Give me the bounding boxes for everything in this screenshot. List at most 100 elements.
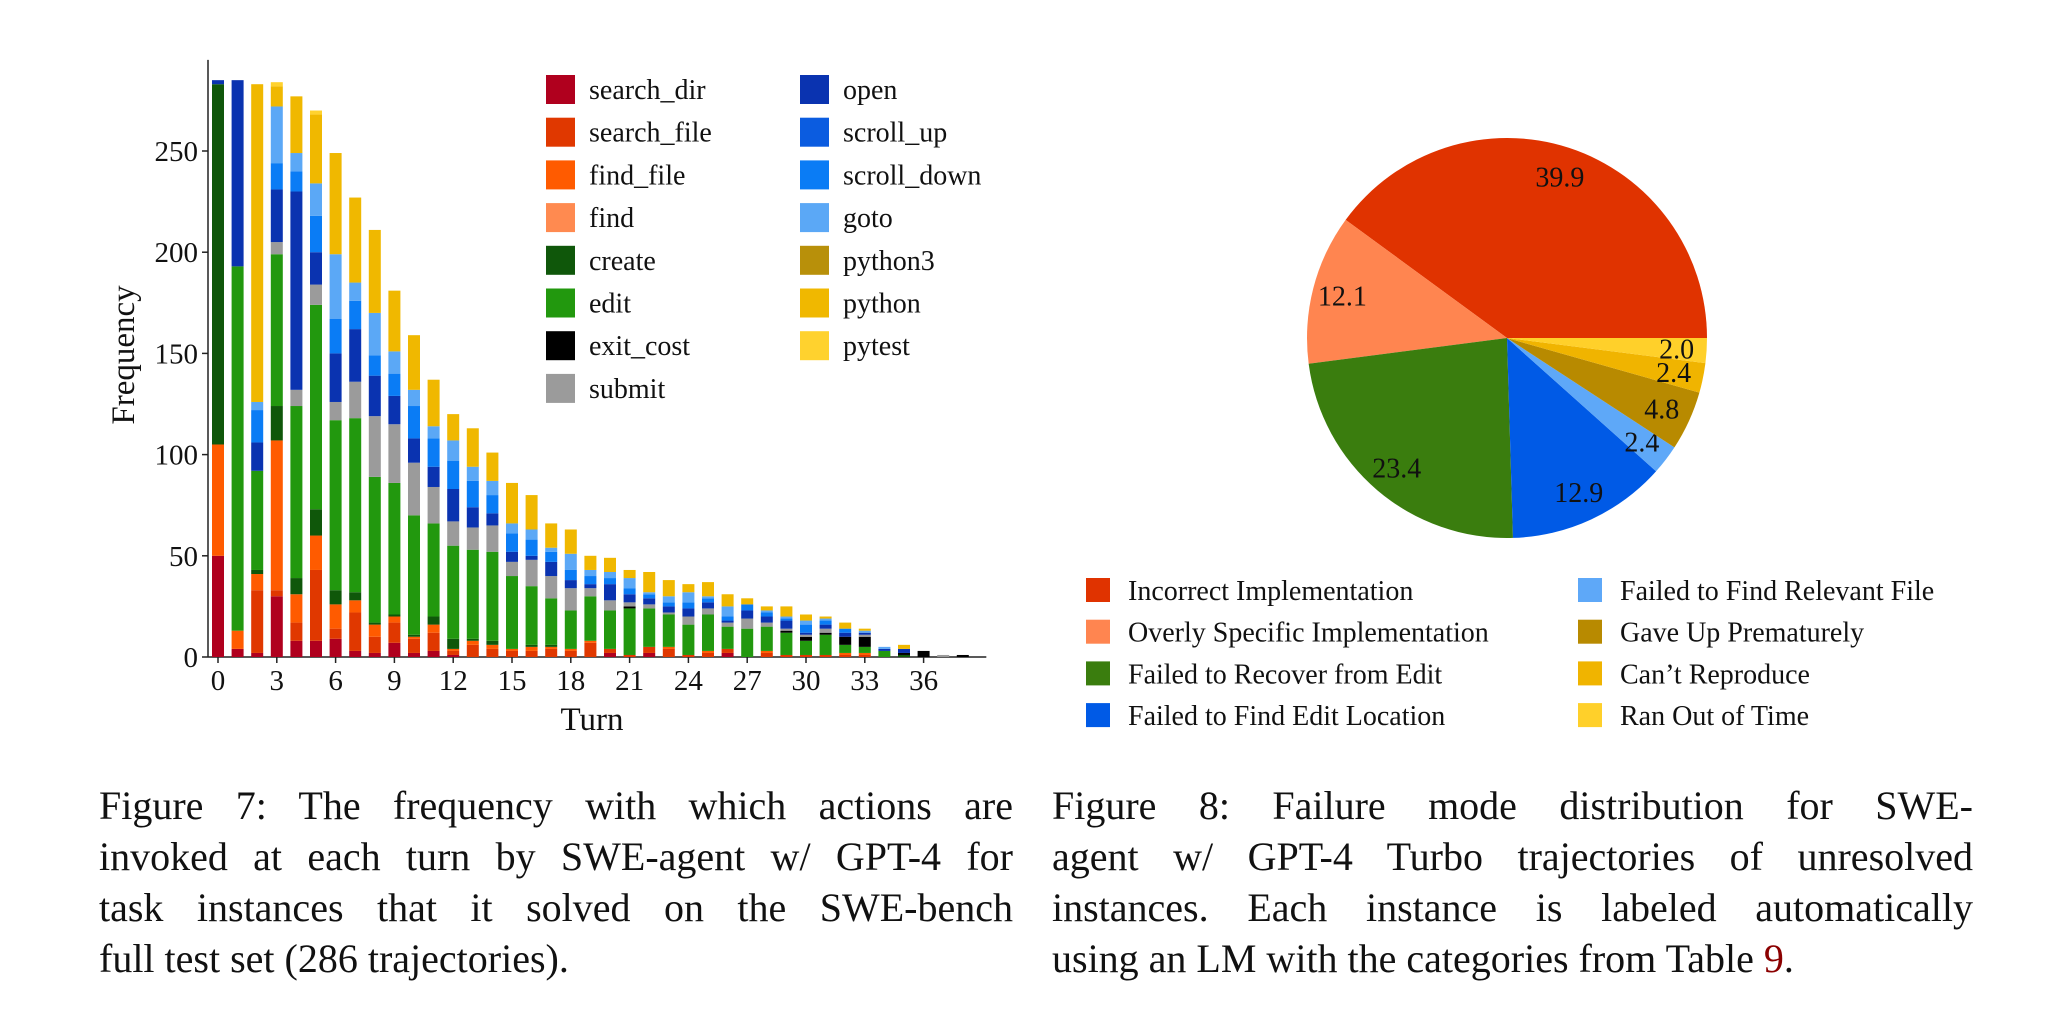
bar-segment-open: [310, 252, 322, 285]
bar-segment-python: [839, 622, 852, 629]
legend-swatch: [1578, 578, 1602, 602]
bar-segment-python: [506, 482, 518, 524]
bar-segment-open: [231, 80, 244, 267]
bar-segment-goto: [368, 312, 381, 356]
pie-slice: [1507, 338, 1700, 448]
bar-segment-python: [447, 414, 460, 441]
bar-segment-search-file: [368, 636, 381, 653]
legend-label: Failed to Find Relevant File: [1620, 576, 1934, 607]
bar-segment-create: [270, 406, 283, 441]
table-reference-link[interactable]: 9: [1763, 936, 1784, 981]
bar-segment-edit: [388, 482, 401, 615]
legend-swatch: [546, 373, 575, 403]
pie-slice: [1308, 338, 1513, 539]
bar-segment-search-file: [349, 612, 362, 651]
bar-segment-exit-cost: [858, 636, 871, 647]
bar-segment-search-dir: [721, 652, 734, 657]
legend-item: scroll_up: [800, 117, 947, 149]
bar-segment-search-dir: [388, 642, 401, 657]
bar-segment-submit: [780, 628, 793, 631]
bar-segment-edit: [506, 576, 518, 649]
bar-segment-goto: [329, 254, 342, 319]
pie-legend-item: Failed to Find Edit Location: [1086, 701, 1445, 732]
legend-item: goto: [800, 203, 893, 234]
pie-slice: [1507, 338, 1706, 393]
bar-segment-scroll-down: [604, 578, 616, 585]
legend-item: search_file: [546, 117, 712, 149]
bar-segment-exit-cost: [800, 636, 812, 641]
y-tick-label: 0: [184, 642, 199, 674]
y-tick-label: 100: [155, 440, 199, 472]
pie-legend-item: Can’t Reproduce: [1578, 659, 1810, 690]
bar-segment-open: [604, 584, 616, 601]
pie-slice-label: 12.1: [1318, 282, 1367, 313]
legend-label: find: [589, 203, 634, 234]
bar-segment-open: [800, 632, 812, 635]
bar-segment-search-file: [545, 648, 558, 657]
bar-segment-goto: [447, 440, 460, 461]
bar-segment-goto: [251, 401, 264, 411]
bar-segment-search-dir: [310, 640, 322, 657]
bar-segment-edit: [270, 254, 283, 407]
bar-segment-goto: [427, 426, 440, 439]
bar-segment-search-file: [819, 654, 832, 657]
bar-segment-submit: [545, 576, 558, 599]
x-axis-label: Turn: [561, 702, 624, 738]
bar-segment-exit-cost: [839, 636, 852, 645]
bar-segment-create: [310, 509, 322, 536]
x-tick-label: 18: [556, 665, 585, 697]
legend-label: pytest: [843, 331, 910, 362]
bar-segment-scroll-down: [368, 355, 381, 376]
legend-label: scroll_down: [843, 160, 981, 191]
bar-segment-python: [310, 114, 322, 184]
bar-segment-goto: [466, 466, 479, 481]
bar-segment-exit-cost: [780, 630, 793, 633]
bar-segment-edit: [662, 614, 675, 647]
bar-segment-scroll-down: [427, 438, 440, 467]
bar-segment-submit: [270, 242, 283, 255]
bar-segment-python: [858, 628, 871, 631]
bar-segment-search-dir: [408, 652, 420, 657]
bar-segment-submit: [349, 381, 362, 419]
legend-item: python3: [800, 246, 935, 277]
bar-segment-edit: [545, 598, 558, 645]
bar-segment-submit: [819, 628, 832, 633]
y-tick-label: 50: [169, 541, 198, 573]
bar-segment-search-dir: [604, 652, 616, 657]
bar-segment-search-file: [486, 648, 499, 657]
bar-segment-edit: [819, 634, 832, 655]
bar-segment-scroll-down: [486, 495, 499, 514]
legend-swatch: [800, 75, 829, 104]
bar-segment-python: [604, 557, 616, 572]
bar-segment-find-file: [564, 648, 577, 651]
bar-segment-scroll-down: [466, 480, 479, 508]
bar-segment-submit: [329, 401, 342, 421]
caption-line: instances. Each instance is labeled auto…: [1052, 885, 1973, 930]
caption-line-last: using an LM with the categories from Tab…: [1052, 933, 1973, 984]
legend-swatch: [1578, 703, 1602, 728]
bar-segment-edit: [290, 406, 303, 579]
x-tick-label: 3: [270, 665, 285, 697]
legend-label: find_file: [589, 160, 685, 191]
bar-segment-open: [506, 551, 518, 562]
bar-segment-python: [290, 96, 303, 154]
legend-label: Failed to Recover from Edit: [1128, 659, 1442, 690]
bar-segment-scroll-down: [270, 163, 283, 190]
legend-label: Incorrect Implementation: [1128, 576, 1413, 607]
bar-segment-search-file: [839, 654, 852, 657]
bar-segment-find-file: [545, 646, 558, 649]
bar-segment-search-dir: [290, 640, 303, 657]
bar-segment-submit: [368, 416, 381, 477]
legend-item: create: [546, 246, 656, 277]
bar-segment-open: [584, 584, 597, 589]
bar-segment-create: [525, 644, 538, 647]
bar-segment-search-dir: [643, 652, 656, 657]
y-tick-label: 200: [155, 237, 199, 269]
pie-legend-item: Ran Out of Time: [1578, 701, 1809, 732]
bar-segment-submit: [310, 284, 322, 305]
bar-segment-open: [741, 610, 754, 619]
bar-segment-find-file: [270, 440, 283, 591]
pie-slice: [1307, 219, 1507, 364]
bar-segment-python: [408, 335, 420, 390]
